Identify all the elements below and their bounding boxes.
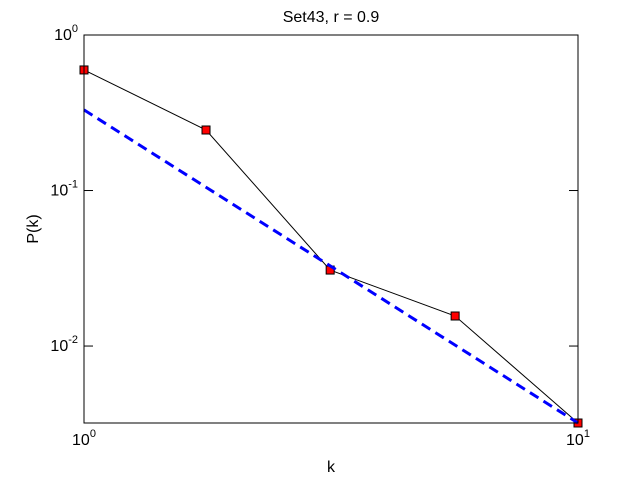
y-tick-label: 100 — [54, 23, 78, 44]
plot-area — [84, 35, 578, 423]
chart-title: Set43, r = 0.9 — [283, 9, 380, 26]
x-tick-label: 101 — [566, 428, 590, 449]
y-tick-label: 10-2 — [50, 334, 78, 355]
series-line — [83, 108, 579, 425]
x-tick-label: 100 — [72, 428, 96, 449]
y-tick-label: 10-1 — [50, 179, 78, 200]
data-point — [450, 311, 460, 321]
axes-box — [83, 34, 579, 424]
x-axis-label: k — [327, 459, 336, 476]
data-point — [201, 125, 211, 135]
y-axis-label: P(k) — [25, 214, 42, 243]
